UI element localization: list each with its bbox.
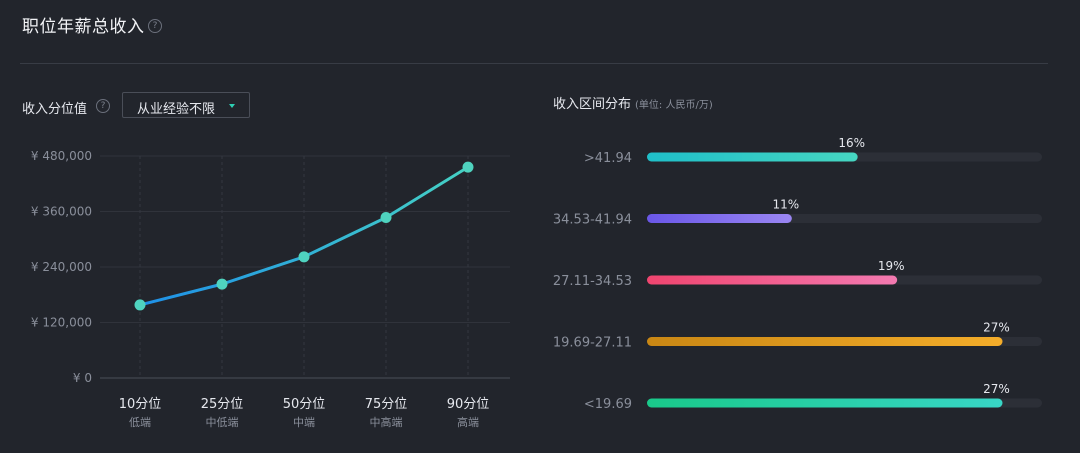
y-tick-label: ¥ 0 <box>73 371 92 385</box>
percentile-title: 收入分位值 <box>22 102 88 117</box>
bar-value-label: 11% <box>772 198 799 212</box>
x-tick-label: 50分位 <box>283 397 326 412</box>
x-tick-sublabel: 低端 <box>129 416 151 429</box>
x-tick-sublabel: 中低端 <box>206 416 239 429</box>
y-tick-label: ¥ 360,000 <box>31 205 92 219</box>
bar[interactable] <box>647 275 898 285</box>
bar-value-label: 19% <box>878 259 905 273</box>
page-title: 职位年薪总收入 <box>22 17 145 37</box>
percentile-help-icon[interactable]: ? <box>96 99 110 113</box>
experience-dropdown[interactable]: 从业经验不限 <box>122 92 250 118</box>
bar[interactable] <box>647 398 1003 408</box>
bar-category-label: >41.94 <box>584 151 632 166</box>
bar-value-label: 16% <box>838 136 865 150</box>
distribution-unit: (单位: 人民币/万) <box>635 100 713 111</box>
data-point[interactable] <box>298 251 310 263</box>
bar-value-label: 27% <box>983 382 1010 396</box>
income-distribution-bar-chart: >41.94 16% 34.53-41.94 11% 27.11-34.53 19% 19.… <box>553 136 1042 412</box>
bar[interactable] <box>647 337 1003 346</box>
bar-category-label: 34.53-41.94 <box>553 213 632 228</box>
y-tick-label: ¥ 480,000 <box>31 149 92 163</box>
distribution-title: 收入区间分布 (单位: 人民币/万) <box>553 93 713 112</box>
data-point[interactable] <box>462 161 474 173</box>
x-tick-sublabel: 中端 <box>293 416 315 429</box>
x-tick-sublabel: 高端 <box>457 415 479 429</box>
experience-dropdown-label: 从业经验不限 <box>137 102 216 117</box>
percentile-line-chart: ¥ 0 ¥ 120,000 ¥ 240,000 ¥ 360,000 ¥ 480,000 1… <box>31 149 510 429</box>
x-tick-label: 90分位 <box>447 397 490 412</box>
x-tick-label: 10分位 <box>119 397 162 412</box>
x-tick-label: 25分位 <box>201 397 244 412</box>
y-tick-label: ¥ 240,000 <box>31 260 92 274</box>
bar[interactable] <box>647 152 858 162</box>
data-point[interactable] <box>216 278 228 290</box>
help-icon[interactable]: ? <box>148 19 162 33</box>
x-tick-sublabel: 中高端 <box>370 415 403 429</box>
bar-category-label: <19.69 <box>584 397 632 412</box>
bar[interactable] <box>647 214 792 223</box>
bar-category-label: 27.11-34.53 <box>553 274 632 289</box>
x-tick-label: 75分位 <box>365 397 408 412</box>
data-point[interactable] <box>134 299 146 311</box>
data-point[interactable] <box>380 212 392 224</box>
distribution-title-text: 收入区间分布 <box>553 97 632 112</box>
section-divider <box>20 63 1048 64</box>
bar-category-label: 19.69-27.11 <box>553 336 632 351</box>
bar-value-label: 27% <box>983 321 1010 335</box>
y-tick-label: ¥ 120,000 <box>31 316 92 330</box>
chevron-down-icon <box>229 104 235 108</box>
